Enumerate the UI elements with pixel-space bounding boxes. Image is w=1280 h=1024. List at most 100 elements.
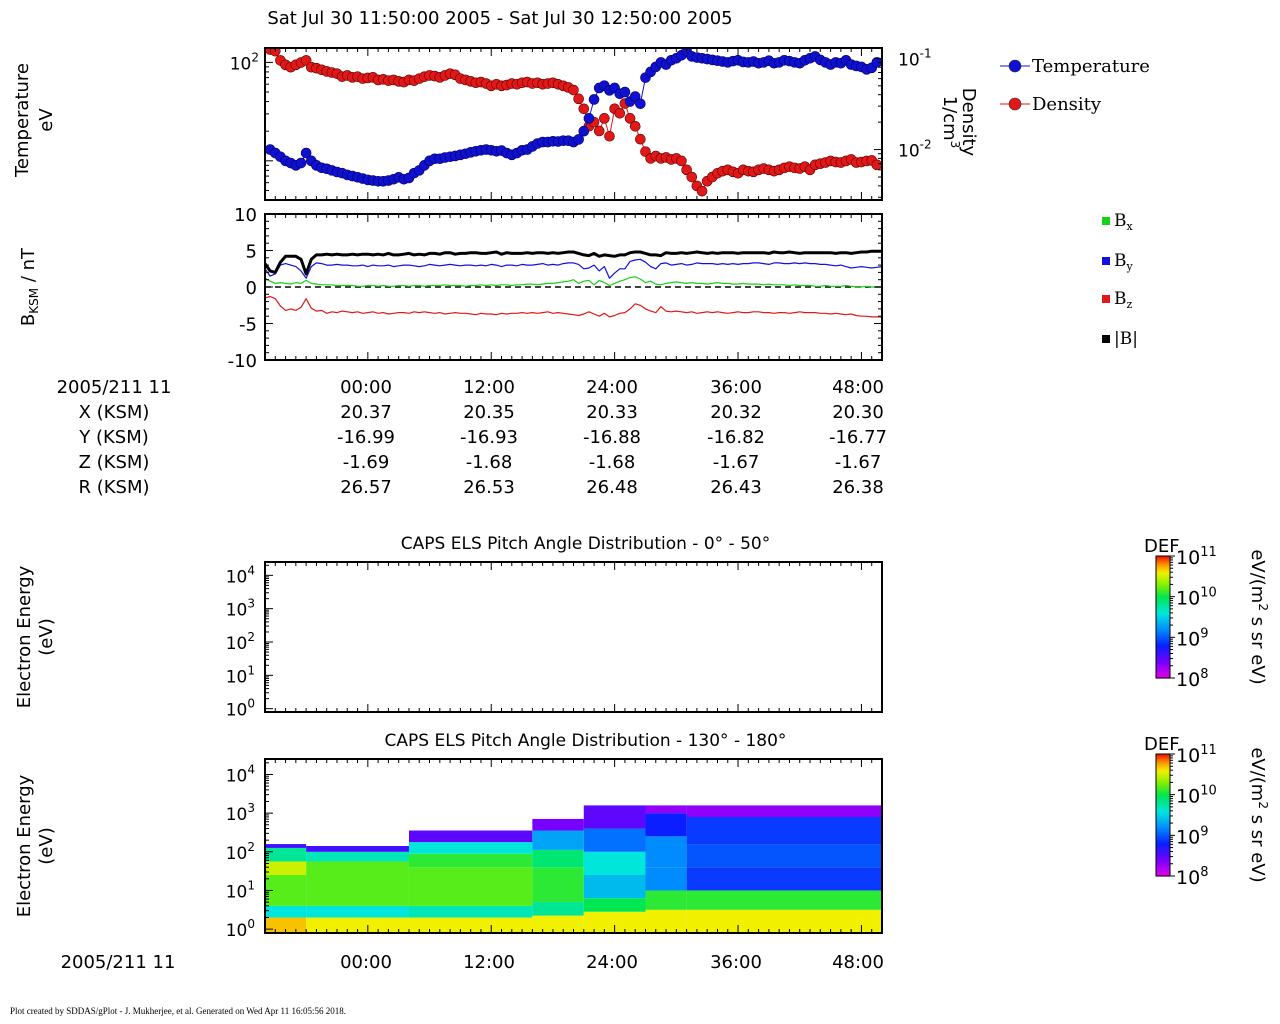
colorbar-step <box>1156 808 1170 812</box>
colorbar-step <box>1156 825 1170 828</box>
colorbar-step <box>1156 776 1170 779</box>
ephemeris-value: -16.88 <box>582 427 642 448</box>
spectrogram-band <box>306 851 409 862</box>
colorbar-step <box>1156 784 1170 788</box>
density-point <box>629 121 641 132</box>
temperature-point <box>619 86 631 98</box>
colorbar-step <box>1156 847 1170 851</box>
bfield-legend-swatch <box>1102 295 1110 303</box>
colorbar-step <box>1156 580 1170 584</box>
spectrogram-band <box>645 813 687 837</box>
colorbar-step <box>1156 566 1170 569</box>
temperature-line <box>269 50 878 182</box>
by-line <box>265 258 882 279</box>
colorbar-step <box>1156 819 1170 822</box>
ephemeris-time-label: 24:00 <box>586 377 638 398</box>
ephemeris-row-label: R (KSM) <box>78 477 150 498</box>
colorbar-step <box>1156 873 1170 877</box>
footer-credit: Plot created by SDDAS/gPlot - J. Mukherj… <box>10 1006 346 1016</box>
colorbar-step <box>1156 772 1170 775</box>
temperature-point <box>629 91 641 102</box>
colorbar-step <box>1156 851 1170 855</box>
moments-plot-area <box>265 48 882 197</box>
colorbar-step <box>1156 623 1170 626</box>
colorbar-step <box>1156 586 1170 590</box>
energy-tick-label: 100 <box>226 697 255 721</box>
spectrogram-band <box>408 830 533 843</box>
spectrogram-band <box>645 836 687 868</box>
spectrogram-band <box>532 830 584 850</box>
bottom-time-label: 36:00 <box>710 952 762 973</box>
colorbar-step <box>1156 841 1170 845</box>
temperature-axis-label: Temperature <box>12 63 33 178</box>
spectrogram-band <box>532 867 584 903</box>
colorbar-step <box>1156 604 1170 608</box>
colorbar-step <box>1156 669 1170 673</box>
spectrogram-band <box>583 911 646 933</box>
colorbar-step <box>1156 590 1170 594</box>
bfield-tick-label: -10 <box>228 351 257 372</box>
colorbar-step <box>1156 641 1170 645</box>
density-unit-label: 1/cm3 <box>939 96 962 149</box>
spectrogram-band <box>306 861 409 875</box>
ephemeris-value: 20.30 <box>832 402 884 423</box>
colorbar-step <box>1156 815 1170 818</box>
density-point <box>593 125 605 137</box>
colorbar-step <box>1156 643 1170 647</box>
spectrogram-band <box>583 851 646 875</box>
colorbar-step <box>1156 774 1170 777</box>
density-point <box>568 84 579 96</box>
colorbar-step <box>1156 798 1170 802</box>
density-point <box>578 103 590 115</box>
colorbar-step <box>1156 853 1170 857</box>
colorbar-step <box>1156 804 1170 808</box>
colorbar-step <box>1156 598 1170 602</box>
ephemeris-value: -1.68 <box>588 452 636 473</box>
colorbar-step <box>1156 600 1170 604</box>
spectrogram-band <box>583 875 646 899</box>
colorbar-step <box>1156 655 1170 659</box>
colorbar-step <box>1156 584 1170 588</box>
colorbar-step <box>1156 653 1170 657</box>
plot-title: Sat Jul 30 11:50:00 2005 - Sat Jul 30 12… <box>267 8 733 29</box>
colorbar-label: DEF <box>1144 734 1180 755</box>
ephemeris-value: 20.35 <box>463 402 515 423</box>
colorbar-step <box>1156 667 1170 671</box>
ephemeris-value: 26.43 <box>710 477 762 498</box>
temperature-point <box>588 94 600 105</box>
colorbar-step <box>1156 564 1170 567</box>
ephemeris-row-label: Z (KSM) <box>78 452 150 473</box>
energy-tick-label: 101 <box>226 878 255 902</box>
colorbar-unit-label: eV/(m2 s sr eV) <box>1247 549 1270 684</box>
spectrogram-band <box>408 842 533 854</box>
colorbar-step <box>1156 665 1170 669</box>
bfield-tick-label: 0 <box>246 278 257 299</box>
colorbar-frame <box>1155 555 1171 679</box>
colorbar-tick-label: 1011 <box>1176 743 1217 767</box>
spectrogram-band <box>686 844 882 868</box>
temperature-point <box>578 125 590 137</box>
ephemeris-value: -1.67 <box>712 452 760 473</box>
ephemeris-value: -1.67 <box>834 452 882 473</box>
colorbar-step <box>1156 639 1170 642</box>
energy-unit-label: (eV) <box>36 618 57 655</box>
energy-unit-label: (eV) <box>36 827 57 864</box>
ephemeris-row-label: X (KSM) <box>78 402 150 423</box>
colorbar-unit-label: eV/(m2 s sr eV) <box>1247 747 1270 882</box>
density-point <box>269 48 281 57</box>
legend-label: Temperature <box>1032 56 1150 77</box>
colorbar-step <box>1156 647 1170 651</box>
ephemeris-time-label: 36:00 <box>710 377 762 398</box>
bfield-legend-swatch <box>1102 257 1110 265</box>
colorbar-step <box>1156 867 1170 871</box>
spectrogram-band <box>306 917 409 933</box>
colorbar-step <box>1156 810 1170 814</box>
colorbar-step <box>1156 863 1170 867</box>
temperature-point <box>573 134 584 145</box>
colorbar-step <box>1156 663 1170 667</box>
bfield-legend-label: |B| <box>1114 329 1138 349</box>
bottom-time-label: 48:00 <box>832 952 884 973</box>
colorbar-step <box>1156 790 1170 794</box>
density-point <box>676 155 687 167</box>
